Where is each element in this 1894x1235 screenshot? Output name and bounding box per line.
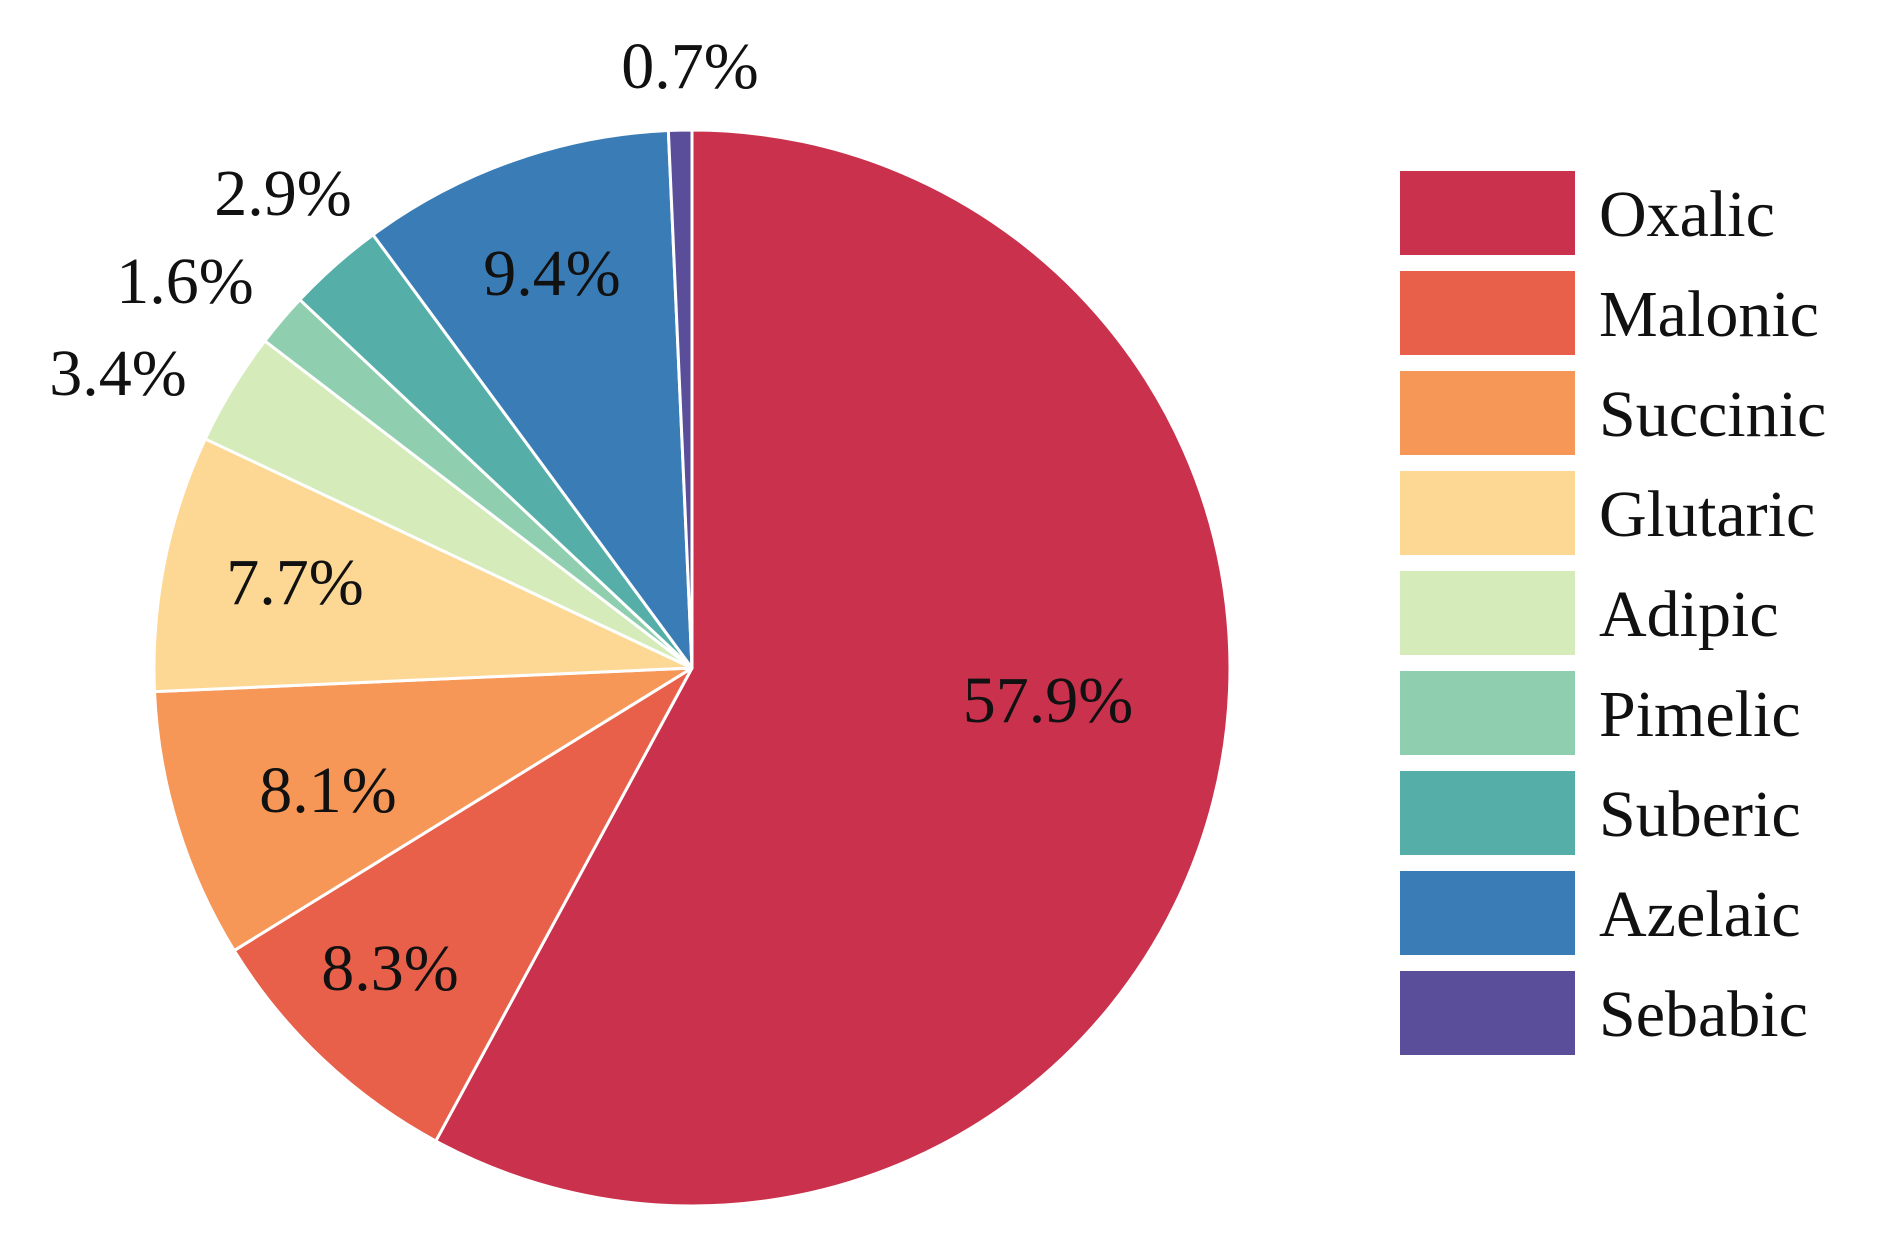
slice-label-sebabic: 0.7% xyxy=(621,30,758,103)
slice-label-pimelic: 1.6% xyxy=(116,245,253,318)
legend-swatch-pimelic xyxy=(1400,671,1575,755)
slice-label-malonic: 8.3% xyxy=(321,932,458,1005)
legend-label-adipic: Adipic xyxy=(1599,578,1779,651)
legend-swatch-azelaic xyxy=(1400,871,1575,955)
pie-slice-malonic xyxy=(232,666,694,1143)
legend-label-glutaric: Glutaric xyxy=(1599,478,1815,551)
slice-labels: 57.9% 8.3% 8.1% 7.7% 3.4% 1.6% 2.9% 9.4% 0.7% xyxy=(49,30,1133,1005)
legend-swatch-suberic xyxy=(1400,771,1575,855)
legend-label-suberic: Suberic xyxy=(1599,778,1801,851)
legend-label-malonic: Malonic xyxy=(1599,278,1819,351)
slice-label-oxalic: 57.9% xyxy=(963,664,1133,737)
slice-label-adipic: 3.4% xyxy=(49,337,186,410)
legend-swatch-adipic xyxy=(1400,571,1575,655)
pie-slice-azelaic xyxy=(371,129,694,670)
pie-slice-sebabic xyxy=(666,128,694,670)
pie-slice-succinic xyxy=(153,666,694,953)
slice-label-glutaric: 7.7% xyxy=(226,546,363,619)
legend-label-sebabic: Sebabic xyxy=(1599,978,1808,1051)
slice-label-azelaic: 9.4% xyxy=(483,237,620,310)
legend-swatch-glutaric xyxy=(1400,471,1575,555)
legend-swatch-succinic xyxy=(1400,371,1575,455)
pie-slices xyxy=(152,128,1232,1208)
legend-label-azelaic: Azelaic xyxy=(1599,878,1801,951)
legend: Oxalic Malonic Succinic Glutaric Adipic Pimel… xyxy=(1400,171,1826,1055)
legend-label-pimelic: Pimelic xyxy=(1599,678,1801,751)
slice-label-suberic: 2.9% xyxy=(214,157,351,230)
legend-swatch-oxalic xyxy=(1400,171,1575,255)
legend-label-oxalic: Oxalic xyxy=(1599,178,1775,251)
slice-label-succinic: 8.1% xyxy=(259,754,396,827)
pie-slice-glutaric xyxy=(152,437,694,694)
legend-label-succinic: Succinic xyxy=(1599,378,1826,451)
pie-slice-oxalic xyxy=(434,128,1232,1208)
legend-swatch-malonic xyxy=(1400,271,1575,355)
legend-swatch-sebabic xyxy=(1400,971,1575,1055)
